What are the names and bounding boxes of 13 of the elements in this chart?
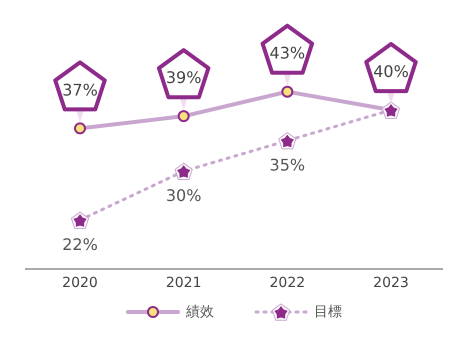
x-tick-label: 2022	[270, 274, 306, 291]
data-label: 35%	[270, 156, 306, 175]
data-label: 22%	[62, 235, 98, 254]
data-label: 43%	[270, 44, 306, 63]
x-tick-label: 2020	[62, 274, 98, 291]
legend-label: 績效	[186, 303, 214, 321]
data-label: 37%	[62, 80, 98, 100]
data-label: 40%	[373, 62, 409, 82]
x-tick-label: 2023	[373, 274, 409, 291]
legend-label: 目標	[314, 303, 342, 321]
x-tick-label: 2021	[166, 274, 202, 291]
data-label: 39%	[166, 68, 202, 88]
data-label: 30%	[166, 186, 202, 206]
